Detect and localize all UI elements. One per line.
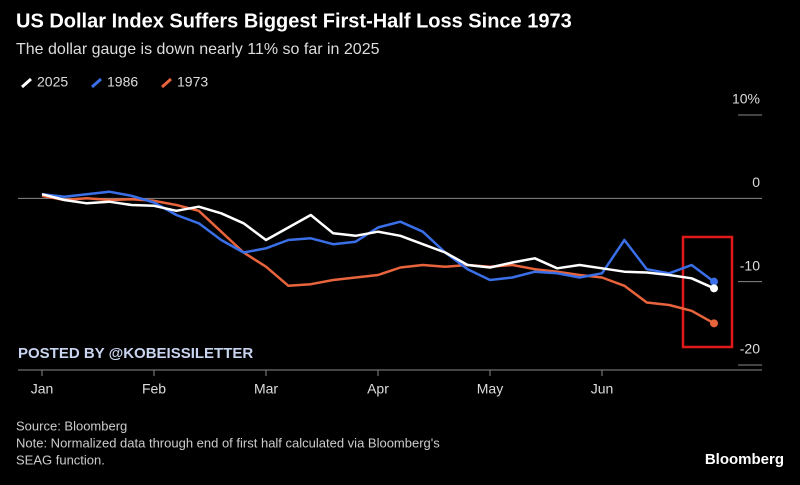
y-tick-label: -20: [740, 341, 760, 357]
legend-label: 1973: [177, 74, 208, 90]
chart-subtitle: The dollar gauge is down nearly 11% so f…: [16, 41, 380, 58]
x-tick-label: Jan: [31, 381, 54, 397]
x-tick-label: Apr: [367, 381, 389, 397]
note: SEAG function.: [16, 452, 105, 467]
y-tick-label: -10: [740, 257, 760, 273]
x-tick-label: Jun: [591, 381, 614, 397]
series-line: [41, 194, 715, 325]
x-tick-label: Feb: [142, 381, 166, 397]
series-line: [41, 190, 715, 283]
legend-swatch: [21, 77, 32, 89]
source: Source: Bloomberg: [16, 418, 127, 433]
x-tick-label: May: [477, 381, 503, 397]
y-tick-label: 10%: [732, 91, 760, 107]
end-marker: [710, 319, 718, 328]
x-tick-label: Mar: [254, 381, 278, 397]
highlight-box: [681, 235, 734, 349]
watermark: POSTED BY @KOBEISSILETTER: [18, 345, 253, 362]
series-line: [41, 192, 715, 290]
legend-swatch: [91, 77, 102, 89]
legend-swatch: [161, 77, 172, 89]
note: Note: Normalized data through end of fir…: [16, 435, 440, 450]
brand: Bloomberg: [705, 451, 784, 468]
end-marker: [710, 284, 718, 293]
legend-label: 1986: [107, 74, 138, 90]
y-tick-label: 0: [752, 174, 760, 190]
chart-title: US Dollar Index Suffers Biggest First-Ha…: [16, 10, 572, 32]
end-marker: [710, 277, 718, 286]
legend-label: 2025: [37, 74, 68, 90]
